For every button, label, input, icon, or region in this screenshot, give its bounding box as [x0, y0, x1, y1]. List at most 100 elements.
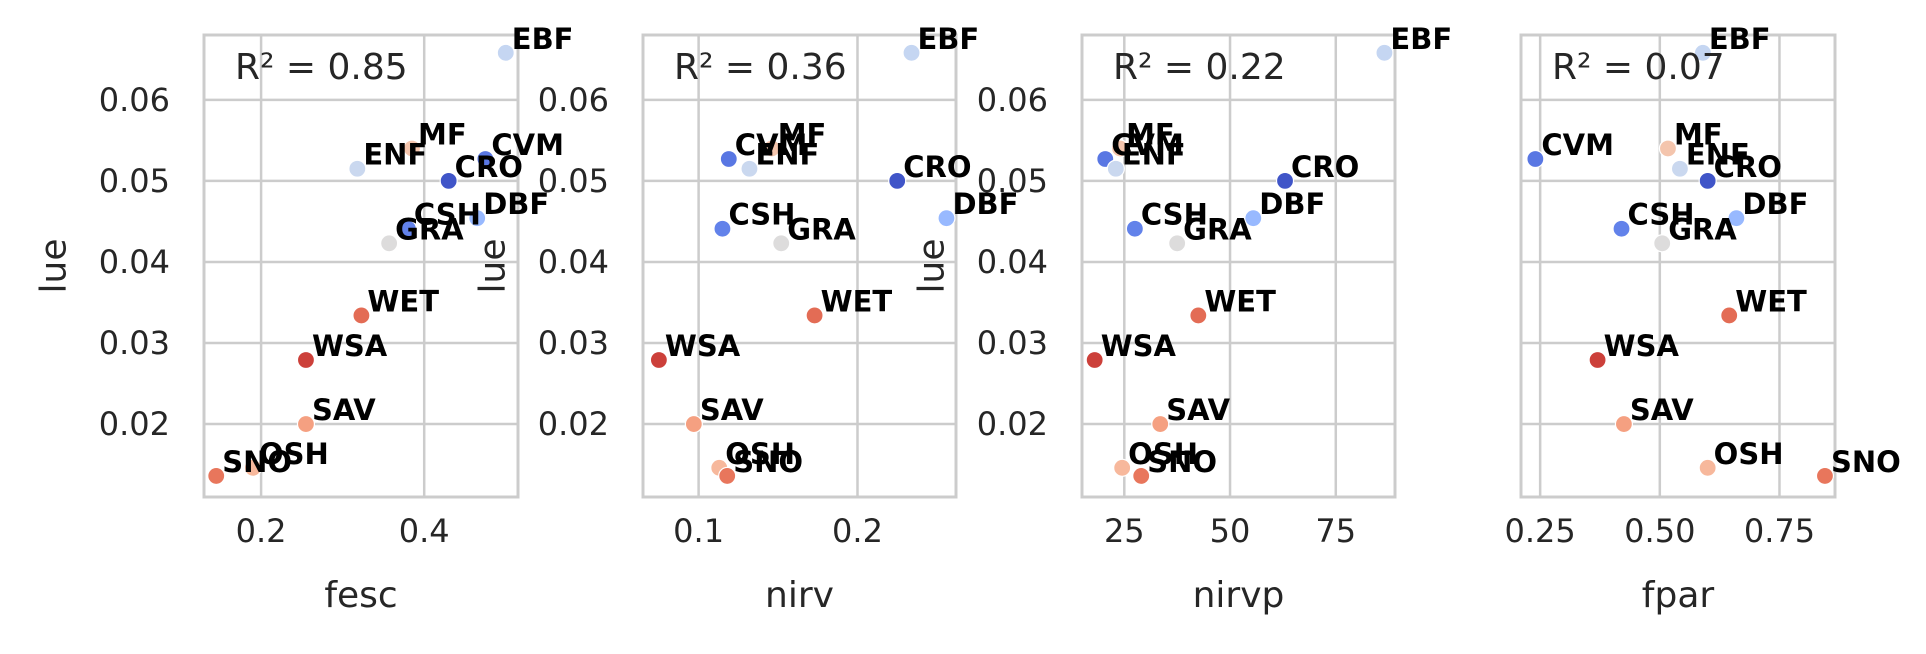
data-point: [902, 43, 921, 62]
data-point: [1815, 466, 1835, 486]
point-label: OSH: [725, 437, 795, 471]
x-tick-label: 50: [1210, 512, 1251, 550]
x-tick-label: 25: [1104, 512, 1145, 550]
point-label: MF: [1126, 117, 1175, 151]
data-point: [476, 149, 495, 169]
data-point: [1612, 219, 1631, 238]
data-point: [380, 234, 399, 253]
data-point: [718, 466, 737, 486]
x-tick-label: 75: [1315, 512, 1356, 550]
data-point: [1720, 306, 1739, 325]
x-tick-label: 0.50: [1624, 512, 1695, 550]
x-axis-label: nirv: [765, 575, 834, 616]
r-squared-annotation: R² = 0.36: [674, 47, 847, 88]
data-point: [888, 171, 907, 190]
point-label: CSH: [728, 198, 795, 232]
point-label: WET: [821, 284, 893, 318]
y-tick-label: 0.05: [99, 162, 170, 200]
scatter-panel-fesc: 0.2 0.4 0.02 0.03 0.04 0.05 0.06 fesc lue EBF MF CV…: [34, 22, 574, 616]
data-point: [1168, 234, 1187, 253]
point-label: DBF: [1259, 187, 1325, 221]
x-tick-label: 0.4: [399, 512, 450, 550]
y-tick-label: 0.03: [538, 324, 609, 362]
data-point: [243, 458, 263, 477]
data-point: [713, 219, 732, 238]
point-label: ENF: [1686, 138, 1750, 172]
point-label: ENF: [1122, 138, 1186, 172]
point-label: CSH: [414, 198, 481, 232]
point-label: GRA: [787, 212, 856, 246]
axes-frame: [641, 33, 958, 499]
point-label: SNO: [1831, 445, 1901, 479]
y-tick-label: 0.06: [538, 81, 609, 119]
data-point: [762, 139, 781, 158]
y-tick-label: 0.04: [99, 243, 170, 281]
scatter-panel-nirv: 0.1 0.20.020.030.040.050.06nirvlueEBFMFCV…: [473, 22, 1019, 616]
x-axis-label: fpar: [1642, 575, 1715, 616]
data-point: [1113, 458, 1132, 477]
point-label: CVM: [735, 128, 808, 162]
point-label: SAV: [700, 393, 764, 427]
axes-frame: [1080, 33, 1397, 499]
data-point: [805, 306, 824, 325]
point-label: SNO: [1147, 445, 1217, 479]
y-tick-label: 0.06: [977, 81, 1048, 119]
r-squared-annotation: R² = 0.85: [235, 47, 408, 88]
x-axis-label: fesc: [324, 575, 397, 616]
point-label: ENF: [755, 138, 819, 172]
data-point: [1125, 219, 1144, 238]
data-point: [1189, 306, 1208, 325]
y-tick-label: 0.05: [977, 162, 1048, 200]
point-label: DBF: [1742, 187, 1808, 221]
data-point: [402, 139, 422, 158]
data-point: [772, 234, 791, 253]
data-point: [1132, 466, 1151, 486]
data-point: [296, 414, 316, 434]
y-axis-label: lue: [912, 239, 953, 294]
data-point: [207, 466, 226, 486]
y-tick-label: 0.05: [538, 162, 609, 200]
x-tick-label: 0.1: [673, 512, 724, 550]
point-label: WSA: [1604, 329, 1680, 363]
point-label: WET: [367, 284, 439, 318]
data-point: [719, 149, 738, 169]
y-tick-label: 0.02: [99, 405, 170, 443]
data-point: [1698, 458, 1717, 477]
data-point: [352, 306, 371, 325]
point-label: SAV: [1166, 393, 1230, 427]
data-point: [1588, 350, 1607, 370]
data-point: [649, 350, 668, 370]
y-tick-label: 0.03: [977, 324, 1048, 362]
data-point: [348, 159, 367, 178]
data-point: [1110, 139, 1130, 158]
point-label: GRA: [395, 212, 464, 246]
point-label: SNO: [222, 445, 292, 479]
point-label: CSH: [1141, 198, 1208, 232]
y-tick-label: 0.06: [99, 81, 170, 119]
data-point: [1614, 414, 1634, 434]
y-tick-label: 0.04: [538, 243, 609, 281]
data-point: [1670, 159, 1690, 178]
data-point: [937, 209, 956, 228]
axes-frame: [1519, 33, 1837, 499]
data-point: [740, 159, 759, 178]
point-label: WET: [1204, 284, 1276, 318]
data-point: [468, 209, 487, 228]
data-point: [1653, 234, 1672, 253]
point-label: EBF: [1709, 22, 1771, 56]
point-label: DBF: [483, 187, 549, 221]
y-tick-label: 0.03: [99, 324, 170, 362]
point-label: CRO: [1714, 150, 1782, 184]
y-axis-label: lue: [473, 239, 514, 294]
point-label: EBF: [512, 22, 574, 56]
point-label: SAV: [1630, 393, 1694, 427]
point-label: OSH: [1714, 437, 1784, 471]
y-tick-label: 0.02: [538, 405, 609, 443]
point-label: WET: [1735, 284, 1807, 318]
point-label: GRA: [1668, 212, 1737, 246]
scatter-panel-nirvp: 25 50 750.020.030.040.050.06nirvplueEBFMFC…: [912, 22, 1453, 616]
point-label: WSA: [665, 329, 741, 363]
point-label: OSH: [1128, 437, 1198, 471]
